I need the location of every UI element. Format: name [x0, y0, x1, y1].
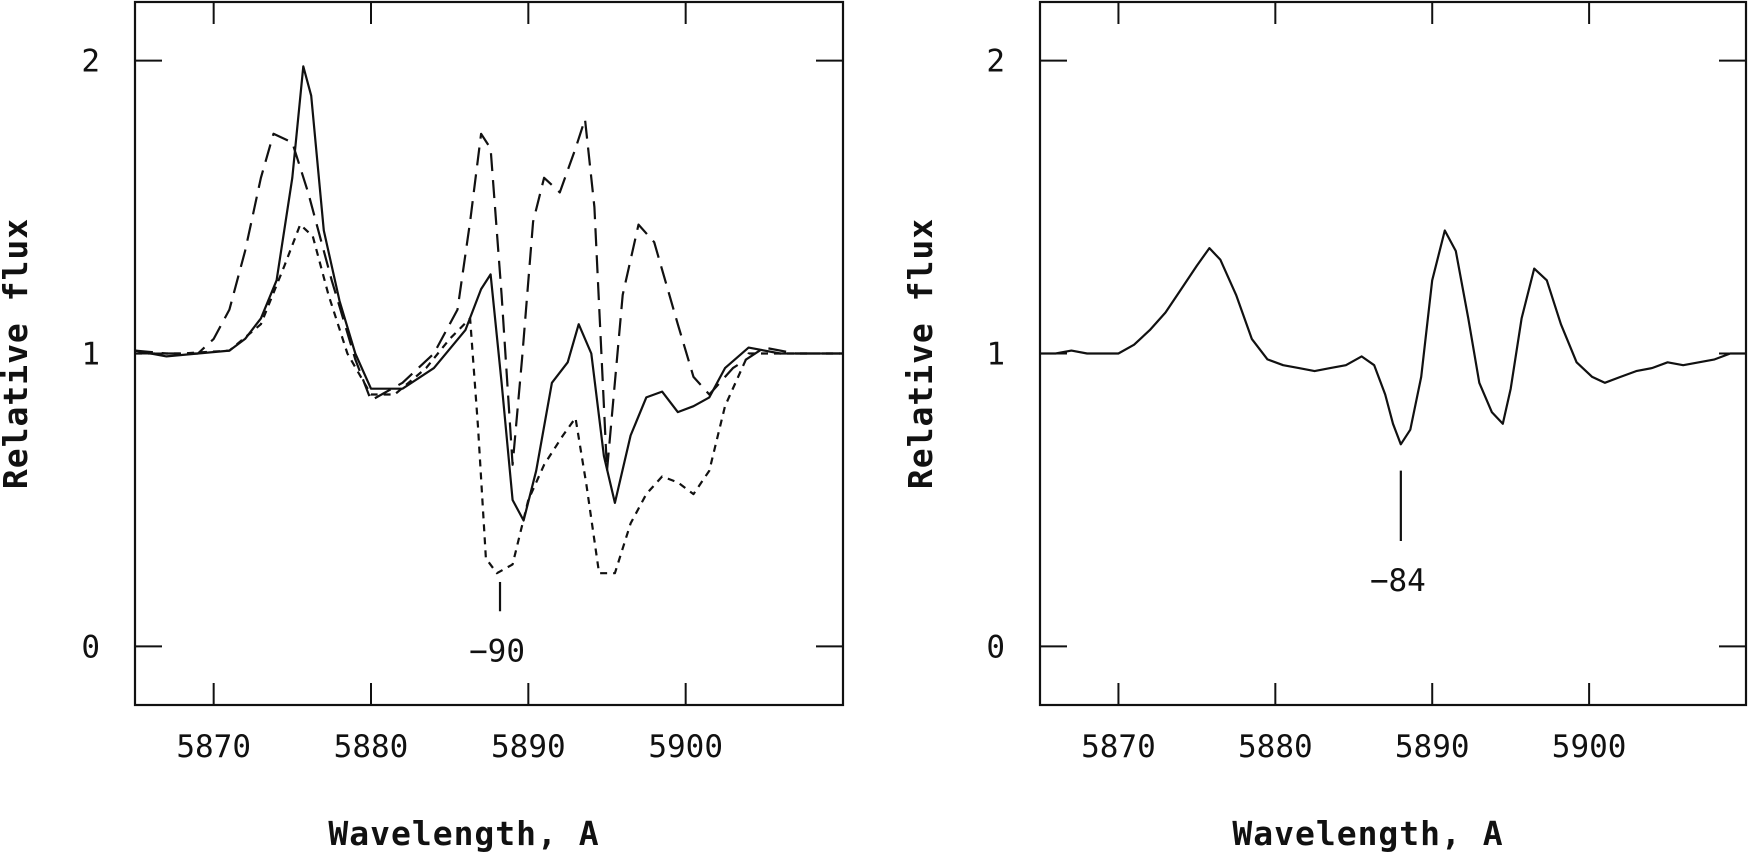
x-axis-title: Wavelength, A [1232, 814, 1503, 853]
x-tick-label: 5880 [1238, 729, 1313, 765]
x-tick-label: 5890 [491, 729, 566, 765]
y-tick-label: 2 [81, 44, 100, 80]
series-line-long-dash [135, 118, 843, 472]
y-tick-label: 0 [81, 629, 100, 665]
x-tick-label: 5870 [176, 729, 251, 765]
y-axis-title: Relative flux [901, 218, 940, 489]
y-tick-label: 1 [986, 337, 1005, 373]
x-axis-title: Wavelength, A [328, 814, 599, 853]
velocity-label: −84 [1370, 563, 1426, 599]
x-tick-label: 5880 [334, 729, 409, 765]
series-line-solid [135, 65, 843, 522]
y-tick-label: 2 [986, 44, 1005, 80]
x-tick-label: 5900 [648, 729, 723, 765]
velocity-label: −90 [469, 633, 525, 669]
x-tick-label: 5890 [1395, 729, 1470, 765]
right-spectrum-panel: 5870 5880 5890 5900 0 1 2 Wavelength, A Relative… [901, 0, 1748, 853]
plot-frame [1038, 0, 1748, 707]
y-tick-label: 0 [986, 629, 1005, 665]
series-line-solid [1040, 229, 1746, 446]
plot-frame [133, 0, 845, 707]
x-tick-label: 5900 [1552, 729, 1627, 765]
x-tick-label: 5870 [1081, 729, 1156, 765]
y-axis-title: Relative flux [0, 218, 35, 489]
left-spectrum-panel: 5870 5880 5890 5900 0 1 2 Wavelength, A Relative… [0, 0, 845, 853]
y-tick-label: 1 [81, 337, 100, 373]
